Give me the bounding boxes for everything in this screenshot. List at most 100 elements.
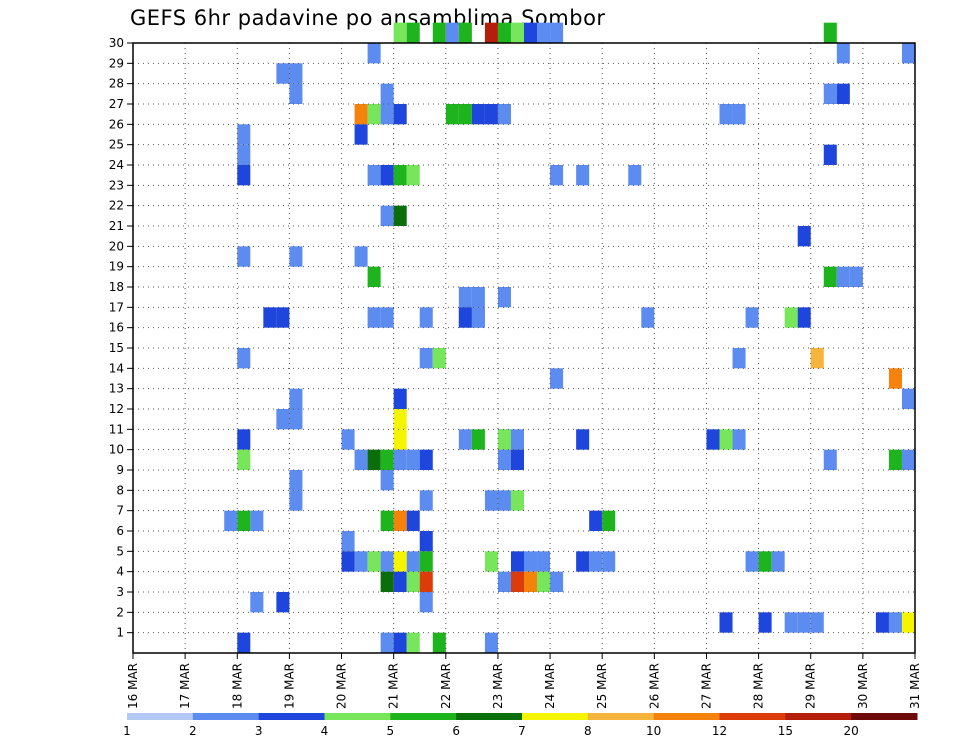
heatmap-cell	[380, 470, 394, 491]
heatmap-cell	[602, 551, 616, 572]
colorbar-swatch	[127, 713, 194, 720]
y-tick-label: 8	[116, 483, 124, 497]
heatmap-cell	[537, 22, 551, 43]
y-tick-label: 5	[116, 544, 124, 558]
heatmap-cell	[419, 571, 433, 592]
colorbar-swatch	[456, 713, 523, 720]
heatmap-cell	[341, 551, 355, 572]
colorbar-label: 8	[584, 724, 592, 738]
heatmap-cell	[367, 449, 381, 470]
heatmap-cell	[432, 22, 446, 43]
y-tick-label: 4	[116, 565, 124, 579]
heatmap-cell	[341, 531, 355, 552]
heatmap-cell	[445, 22, 459, 43]
heatmap-cell	[354, 449, 368, 470]
y-tick-label: 17	[109, 300, 124, 314]
heatmap-cell	[380, 571, 394, 592]
grid-layer	[133, 43, 915, 653]
y-tick-label: 30	[109, 36, 124, 50]
heatmap-cell	[497, 104, 511, 125]
heatmap-cell	[497, 22, 511, 43]
x-tick-label: 19 MAR	[282, 663, 296, 709]
heatmap-cell	[380, 104, 394, 125]
heatmap-cell	[289, 246, 303, 267]
heatmap-cell	[250, 592, 264, 613]
colorbar-swatch	[192, 713, 260, 720]
y-tick-label: 18	[109, 280, 124, 294]
heatmap-cell	[719, 104, 733, 125]
colorbar-label: 5	[387, 724, 395, 738]
heatmap-cell	[393, 104, 407, 125]
heatmap-cell	[797, 612, 811, 633]
heatmap-cell	[576, 165, 590, 186]
heatmap-cell	[406, 632, 420, 653]
heatmap-cell	[393, 409, 407, 430]
y-tick-label: 21	[109, 219, 124, 233]
heatmap-cell	[458, 22, 472, 43]
heatmap-cell	[510, 22, 524, 43]
colorbar-label: 7	[518, 724, 526, 738]
x-tick-label: 21 MAR	[387, 663, 401, 709]
y-tick-label: 1	[116, 626, 124, 640]
heatmap-cell	[419, 531, 433, 552]
heatmap-cell	[237, 124, 251, 145]
heatmap-cell	[497, 571, 511, 592]
heatmap-cell	[393, 551, 407, 572]
heatmap-cell	[237, 429, 251, 450]
x-tick-label: 27 MAR	[699, 663, 713, 709]
heatmap-cell	[458, 307, 472, 328]
heatmap-cell	[628, 165, 642, 186]
heatmap-cell	[901, 43, 915, 64]
x-tick-label: 31 MAR	[908, 663, 922, 709]
x-tick-label: 29 MAR	[804, 663, 818, 709]
heatmap-cell	[393, 571, 407, 592]
heatmap-cell	[497, 490, 511, 511]
colorbar-swatch	[785, 713, 852, 720]
colorbar-label: 20	[844, 724, 859, 738]
heatmap-cell	[432, 348, 446, 369]
y-tick-label: 13	[109, 382, 124, 396]
y-tick-label: 14	[109, 361, 124, 375]
x-tick-label: 20 MAR	[335, 663, 349, 709]
heatmap-cell	[393, 449, 407, 470]
heatmap-cell	[524, 551, 538, 572]
heatmap-cell	[419, 592, 433, 613]
heatmap-cell	[289, 490, 303, 511]
y-tick-label: 24	[109, 158, 124, 172]
heatmap-cell	[550, 571, 564, 592]
heatmap-cell	[641, 307, 655, 328]
heatmap-cell	[471, 307, 485, 328]
heatmap-cell	[550, 368, 564, 389]
heatmap-cell	[341, 429, 355, 450]
heatmap-cell	[706, 429, 720, 450]
heatmap-cell	[419, 307, 433, 328]
heatmap-cell	[393, 388, 407, 409]
x-axis: 16 MAR 17 MAR 18 MAR 19 MAR 20 MAR 21 MAR 22 M…	[126, 653, 922, 709]
colorbar-swatch	[522, 713, 589, 720]
heatmap-cell	[224, 510, 238, 531]
heatmap-cell	[510, 490, 524, 511]
x-tick-label: 23 MAR	[491, 663, 505, 709]
heatmap-cell	[276, 63, 290, 84]
heatmap-cell	[836, 266, 850, 287]
heatmap-cell	[354, 104, 368, 125]
heatmap-cell	[771, 551, 785, 572]
heatmap-cell	[888, 612, 902, 633]
heatmap-cell	[380, 510, 394, 531]
colorbar-swatch	[587, 713, 655, 720]
heatmap-cell	[289, 83, 303, 104]
heatmap-cell	[432, 632, 446, 653]
heatmap-cell	[576, 551, 590, 572]
heatmap-cell	[237, 632, 251, 653]
heatmap-cell	[823, 22, 837, 43]
heatmap-cell	[589, 510, 603, 531]
colorbar-label: 2	[189, 724, 197, 738]
heatmap-cell	[445, 104, 459, 125]
heatmap-cell	[849, 266, 863, 287]
heatmap-cell	[237, 449, 251, 470]
heatmap-cell	[471, 104, 485, 125]
heatmap-cell	[393, 165, 407, 186]
heatmap-cell	[380, 449, 394, 470]
heatmap-cell	[406, 165, 420, 186]
heatmap-cell	[810, 612, 824, 633]
